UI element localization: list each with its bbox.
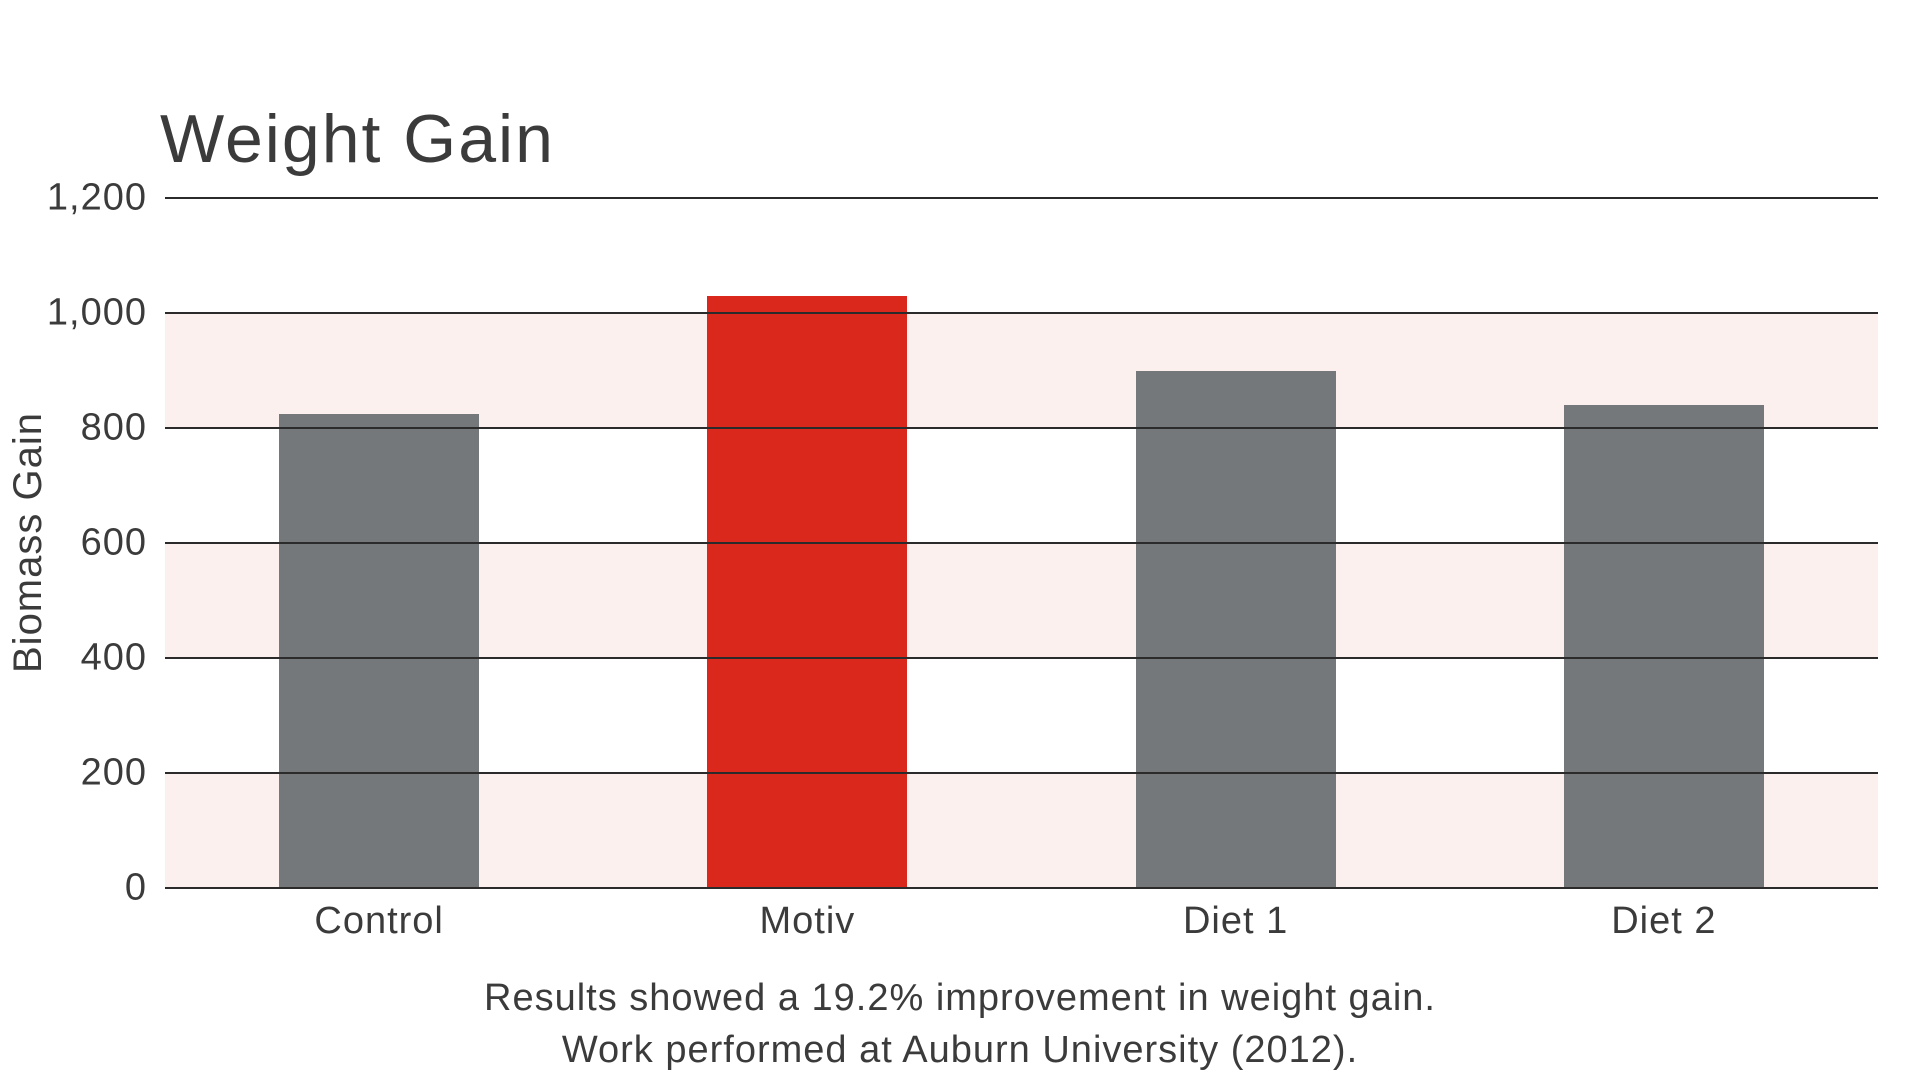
y-axis-title: Biomass Gain: [6, 412, 50, 674]
caption-line-1: Results showed a 19.2% improvement in we…: [484, 977, 1436, 1019]
y-tick-label: 400: [80, 636, 147, 679]
chart-title: Weight Gain: [160, 101, 555, 177]
gridline-200: [165, 772, 1878, 774]
x-category-label-diet-1: Diet 1: [1182, 900, 1289, 942]
gridline-400: [165, 657, 1878, 659]
gridline-0: [165, 887, 1878, 889]
y-tick-label: 800: [80, 406, 147, 449]
gridline-600: [165, 542, 1878, 544]
gridline-800: [165, 427, 1878, 429]
y-tick-label: 1,000: [46, 291, 147, 334]
y-tick-label: 1,200: [46, 176, 147, 219]
x-category-label-diet-2: Diet 2: [1611, 900, 1717, 942]
y-tick-label: 600: [80, 521, 147, 564]
chart-caption: Results showed a 19.2% improvement in we…: [0, 972, 1920, 1076]
caption-line-2: Work performed at Auburn University (201…: [561, 1029, 1359, 1071]
x-category-label-motiv: Motiv: [759, 900, 856, 942]
bar-motiv: [707, 295, 908, 888]
y-tick-label: 0: [124, 866, 147, 909]
x-category-label-control: Control: [314, 900, 444, 942]
y-tick-label: 200: [80, 751, 147, 794]
bar-diet-1: [1135, 370, 1336, 888]
bar-control: [279, 413, 480, 888]
gridline-1200: [165, 197, 1878, 199]
bar-diet-2: [1563, 405, 1764, 888]
gridline-1000: [165, 312, 1878, 314]
